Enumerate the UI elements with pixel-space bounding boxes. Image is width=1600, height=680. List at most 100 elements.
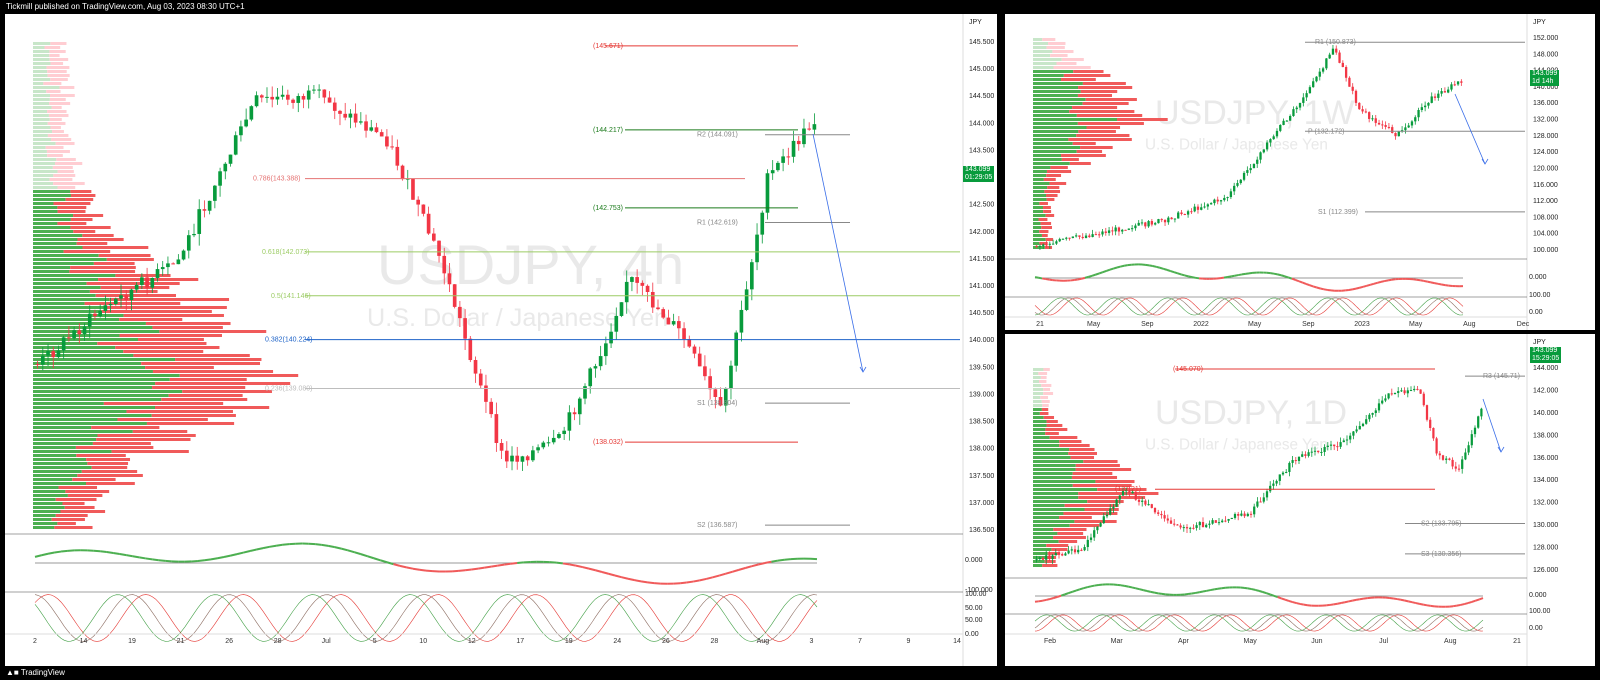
candle-body bbox=[671, 321, 676, 325]
momentum-line bbox=[1333, 602, 1338, 606]
candle-body bbox=[77, 330, 82, 335]
candle-body bbox=[1344, 67, 1348, 78]
momentum-line bbox=[1210, 588, 1215, 592]
momentum-line bbox=[1292, 601, 1297, 605]
momentum-line bbox=[275, 543, 283, 547]
candle-body bbox=[385, 136, 389, 147]
momentum-line bbox=[1090, 584, 1095, 588]
candle-body bbox=[1275, 130, 1279, 137]
volume-profile-bar bbox=[1046, 424, 1063, 427]
momentum-line bbox=[47, 551, 55, 555]
volume-profile-bar bbox=[1046, 420, 1058, 423]
candle-body bbox=[1413, 388, 1416, 391]
volume-profile-bar bbox=[155, 382, 291, 385]
main-chart-canvas[interactable]: JPY 145.500 145.000 144.500 144.000 143.500 14… bbox=[5, 14, 997, 666]
volume-profile-bar bbox=[146, 422, 235, 425]
daily-chart-canvas[interactable]: JPY 144.000 142.000 140.000 138.000 136.000 13… bbox=[1005, 334, 1595, 666]
volume-profile-bar bbox=[145, 322, 231, 325]
candle-body bbox=[473, 360, 478, 374]
candle-body bbox=[557, 434, 561, 438]
candle-body bbox=[677, 321, 681, 329]
volume-profile-bar bbox=[33, 370, 153, 373]
level-label: 0.618(142.073) bbox=[262, 249, 309, 256]
time-tick: 21 bbox=[1036, 321, 1044, 328]
momentum-line bbox=[1131, 586, 1137, 590]
momentum-line bbox=[745, 565, 753, 569]
volume-profile-bar bbox=[33, 346, 116, 349]
candle-body bbox=[713, 389, 718, 397]
volume-profile-bar bbox=[1033, 412, 1040, 415]
weekly-chart-canvas[interactable]: JPY152.000148.000144.000140.000136.00013… bbox=[1005, 14, 1595, 330]
volume-profile-bar bbox=[33, 206, 58, 209]
momentum-line bbox=[562, 562, 570, 566]
candle-body bbox=[1217, 522, 1221, 524]
candle-body bbox=[197, 209, 202, 234]
candle-body bbox=[1467, 445, 1470, 453]
momentum-line bbox=[1173, 271, 1178, 275]
volume-profile-bar bbox=[33, 90, 47, 93]
price-axis bbox=[1527, 14, 1595, 330]
weekly-chart-panel[interactable]: JPY152.000148.000144.000140.000136.00013… bbox=[1005, 14, 1595, 330]
volume-profile-bar bbox=[33, 86, 60, 89]
momentum-line bbox=[477, 566, 485, 570]
volume-profile-bar bbox=[33, 478, 73, 481]
oscillator-tick: 100.00 bbox=[1529, 608, 1551, 615]
momentum-line bbox=[1077, 277, 1082, 281]
momentum-line bbox=[1305, 282, 1310, 287]
level-label: (142.753) bbox=[593, 205, 623, 212]
volume-profile-bar bbox=[1039, 230, 1049, 233]
candle-body bbox=[1093, 530, 1096, 538]
volume-profile-bar bbox=[1033, 122, 1078, 125]
momentum-line bbox=[1199, 590, 1204, 594]
volume-profile-bar bbox=[33, 462, 88, 465]
volume-profile-bar bbox=[182, 390, 272, 393]
price-tick: 132.000 bbox=[1533, 500, 1558, 507]
candle-body bbox=[520, 456, 525, 462]
daily-chart-panel[interactable]: JPY 144.000 142.000 140.000 138.000 136.000 13… bbox=[1005, 334, 1595, 666]
candle-body bbox=[791, 140, 796, 157]
candle-body bbox=[1112, 506, 1115, 509]
volume-profile-bar bbox=[1047, 552, 1061, 555]
volume-profile-bar bbox=[1043, 388, 1051, 391]
candle-body bbox=[1157, 512, 1160, 514]
candle-body bbox=[1371, 412, 1374, 415]
candle-body bbox=[1114, 227, 1117, 232]
momentum-line bbox=[1344, 600, 1349, 604]
momentum-line bbox=[1329, 603, 1334, 606]
momentum-line bbox=[1053, 595, 1058, 599]
volume-profile-bar bbox=[1095, 480, 1135, 483]
volume-profile-bar bbox=[82, 246, 149, 249]
volume-profile-bar bbox=[1033, 376, 1041, 379]
volume-profile-bar bbox=[1033, 106, 1073, 109]
volume-profile-bar bbox=[132, 430, 188, 433]
momentum-line bbox=[1287, 276, 1293, 280]
volume-profile-bar bbox=[33, 122, 48, 125]
momentum-line bbox=[243, 550, 251, 554]
currency-label: JPY bbox=[969, 19, 982, 26]
volume-profile-bar bbox=[92, 442, 151, 445]
volume-profile-bar bbox=[1050, 166, 1068, 169]
time-tick: 5 bbox=[373, 638, 377, 645]
volume-profile-bar bbox=[1033, 468, 1076, 471]
volume-profile-bar bbox=[33, 518, 52, 521]
volume-profile-bar bbox=[152, 370, 274, 373]
volume-profile-bar bbox=[1061, 154, 1106, 157]
candle-body bbox=[1285, 120, 1289, 122]
main-chart-panel[interactable]: JPY 145.500 145.000 144.500 144.000 143.500 14… bbox=[5, 14, 997, 666]
momentum-line bbox=[1393, 597, 1398, 601]
volume-profile-bar bbox=[1051, 548, 1068, 551]
price-tick: 139.000 bbox=[969, 391, 994, 398]
candle-body bbox=[1355, 429, 1358, 432]
time-tick: Apr bbox=[1178, 638, 1190, 645]
candle-body bbox=[1443, 91, 1447, 93]
candle-body bbox=[1051, 243, 1055, 245]
momentum-line bbox=[1355, 598, 1360, 601]
momentum-line bbox=[354, 551, 362, 556]
oscillator-tick: 0.000 bbox=[1529, 592, 1547, 599]
candle-body bbox=[1048, 243, 1051, 245]
candle-body bbox=[1242, 172, 1246, 180]
volume-profile-bar bbox=[33, 102, 50, 105]
momentum-line bbox=[1452, 604, 1458, 608]
level-label: (138.032) bbox=[593, 439, 623, 446]
volume-profile-bar bbox=[1033, 456, 1071, 459]
